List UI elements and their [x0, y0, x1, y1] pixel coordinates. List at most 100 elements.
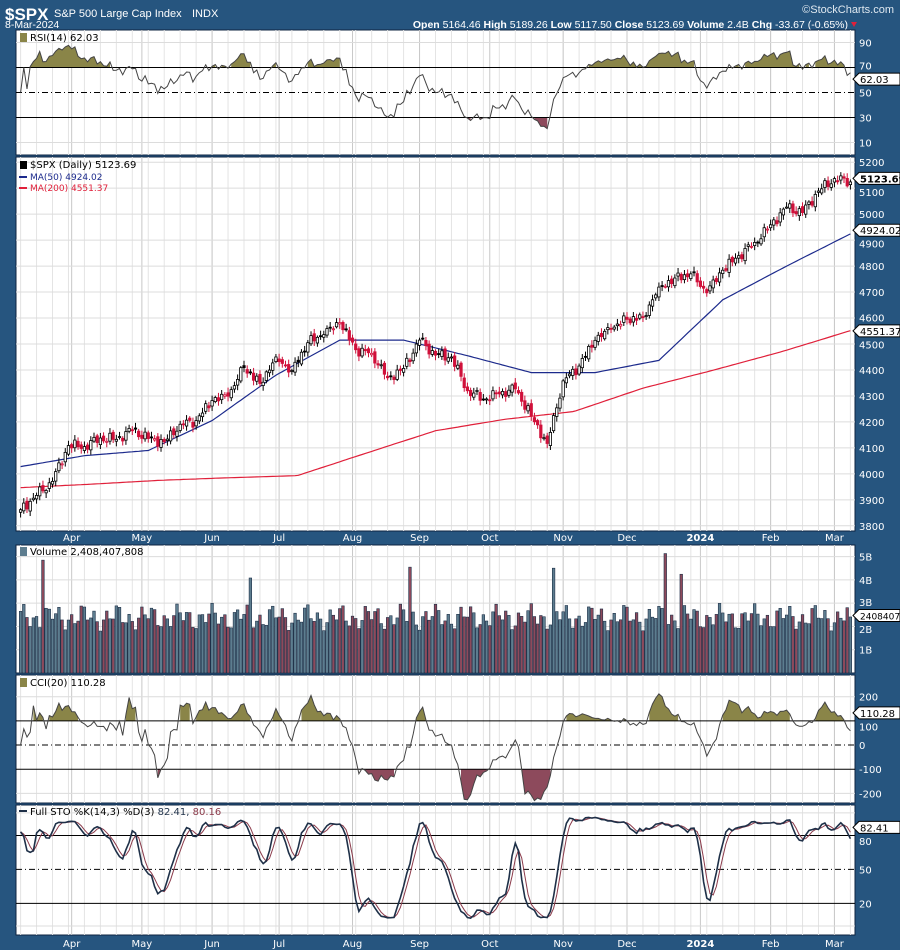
volume-bar [306, 604, 310, 674]
volume-bar [791, 616, 795, 674]
volume-bar [689, 618, 693, 674]
candle [788, 203, 792, 209]
candle [523, 400, 527, 410]
volume-legend: Volume 2,408,407,808 [30, 547, 144, 558]
candle [561, 380, 565, 398]
candle [784, 206, 789, 209]
ma200-badge: 4551.37 [860, 327, 900, 338]
candle [232, 385, 237, 390]
volume-bar [146, 618, 150, 674]
candle [615, 323, 620, 327]
candle [89, 440, 93, 451]
x-tick-label: Dec [617, 533, 636, 544]
candle [366, 348, 371, 354]
x-tick-label: Sep [410, 939, 429, 950]
volume-bar [216, 623, 221, 674]
volume-bar [494, 603, 498, 674]
volume-bar [347, 625, 351, 674]
volume-bar [484, 620, 489, 674]
volume-bar [156, 625, 160, 674]
price-tick-label: 5000 [859, 210, 884, 221]
volume-bar [25, 617, 29, 674]
candle [781, 208, 785, 216]
candle [373, 351, 377, 364]
volume-bar [625, 606, 629, 674]
candle [248, 371, 252, 374]
volume-bar [181, 620, 185, 674]
volume-bar [759, 625, 763, 674]
volume-bar [73, 623, 77, 674]
candle [303, 350, 307, 353]
candle [564, 377, 568, 384]
volume-bar [650, 616, 655, 674]
volume-bar [357, 628, 361, 674]
candle [405, 357, 409, 367]
candle [341, 321, 345, 331]
volume-bar [328, 609, 332, 674]
candle [156, 436, 160, 447]
candle [34, 495, 39, 500]
candle [50, 480, 55, 485]
rsi-tick-label: 30 [859, 114, 872, 125]
candle [810, 201, 814, 206]
volume-bar [315, 612, 320, 674]
volume-bar [548, 624, 552, 674]
candle [721, 269, 725, 274]
sto-legend: Full STO %K(14,3) %D(3) 82.41, 80.16 [30, 807, 221, 818]
volume-bar [38, 627, 42, 674]
volume-bar [564, 605, 568, 674]
sto-tick-label: 50 [859, 865, 872, 876]
candle [309, 335, 313, 345]
volume-bar [615, 621, 620, 674]
candle [804, 204, 808, 215]
candle [711, 279, 715, 289]
cci-tick-label: 100 [859, 722, 878, 733]
candle [676, 272, 680, 277]
volume-bar [114, 605, 118, 674]
volume-bar [449, 623, 454, 674]
volume-tick-label: 5B [859, 553, 872, 564]
volume-bar [784, 614, 789, 674]
volume-bar [261, 624, 265, 674]
candle [737, 255, 741, 259]
candle [143, 431, 147, 440]
candle [500, 391, 505, 396]
volume-bar [567, 618, 572, 674]
x-tick-label: Mar [825, 939, 845, 950]
volume-bar [555, 611, 559, 674]
candle [449, 356, 454, 359]
volume-bar [469, 606, 473, 674]
volume-bar [781, 618, 785, 674]
volume-bar [232, 612, 237, 674]
watermark: ©StockCharts.com [802, 4, 894, 16]
volume-bar [105, 610, 109, 674]
candle [836, 180, 840, 183]
candle [475, 390, 479, 392]
candle [287, 364, 291, 373]
volume-bar [60, 619, 64, 674]
volume-bar [721, 612, 725, 674]
volume-bar [165, 618, 170, 674]
volume-bar [481, 614, 485, 674]
candle [826, 180, 830, 187]
candle [440, 350, 444, 357]
volume-bar [762, 618, 766, 674]
candle [395, 369, 399, 380]
candle [178, 423, 182, 431]
chart-date: 8-Mar-2024 [5, 19, 59, 31]
candle [344, 328, 348, 331]
volume-bar [271, 605, 275, 674]
volume-bar [299, 621, 304, 674]
candle [740, 254, 744, 260]
candle [197, 415, 201, 422]
candle [701, 285, 706, 289]
candle [165, 438, 170, 441]
volume-bar [283, 617, 288, 674]
volume-bar [839, 617, 843, 674]
ma50-badge-bg [852, 223, 900, 237]
volume-bar [149, 607, 154, 674]
candle [772, 219, 776, 226]
x-tick-label: Nov [553, 939, 573, 950]
volume-bar [169, 626, 173, 674]
candle [536, 420, 540, 426]
